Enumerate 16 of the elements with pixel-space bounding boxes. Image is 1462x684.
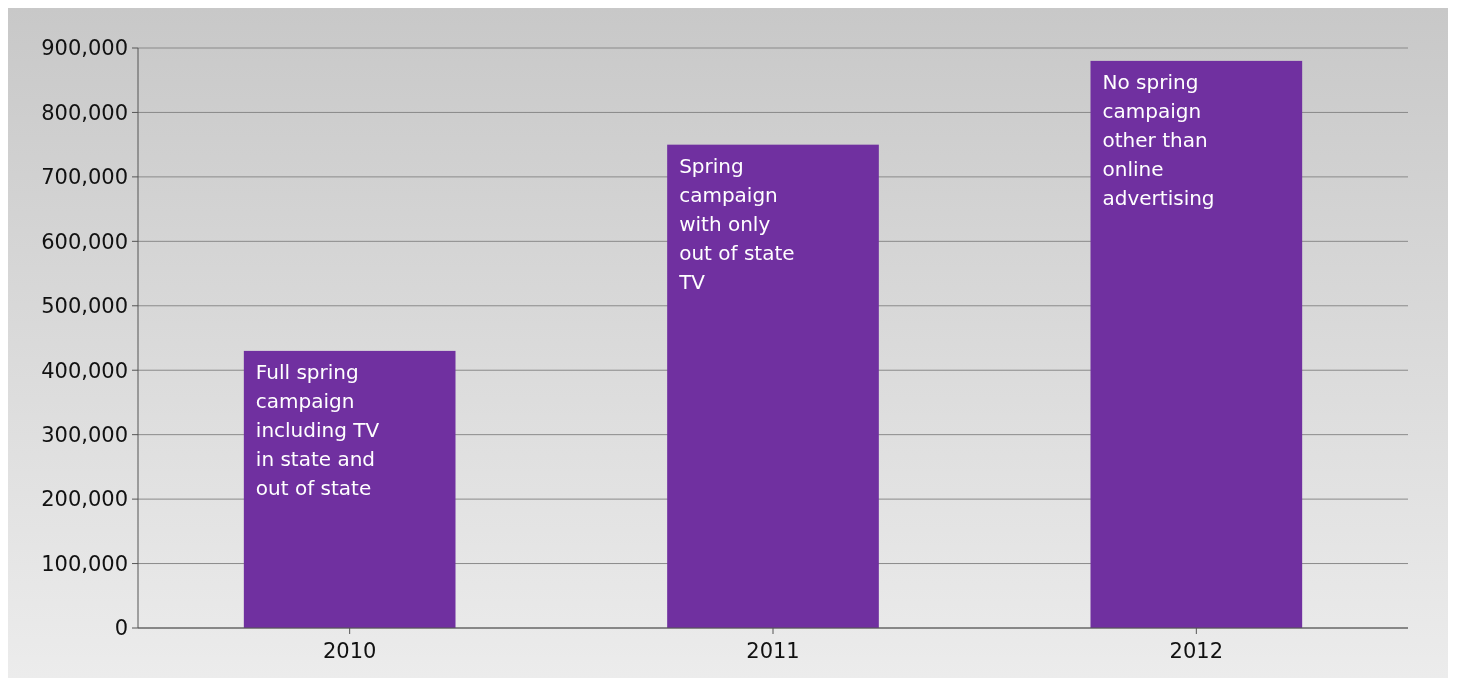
annotation: Full spring campaign including TV in state and out of state [255,359,380,500]
y-tick-label: 500,000 [41,294,128,319]
y-tick-label: 800,000 [41,100,128,125]
y-tick-label: 0 [114,616,128,641]
y-tick-label: 100,000 [41,551,128,576]
annotation: Spring campaign with only out of state TV [678,153,795,294]
y-tick-label: 700,000 [41,165,128,190]
y-tick-label: 400,000 [41,358,128,383]
y-tick-label: 200,000 [41,487,128,512]
y-tick-label: 300,000 [41,423,128,448]
annotation: No spring campaign other than online advertising [1102,69,1215,210]
y-tick-label: 600,000 [41,229,128,254]
x-tick-label: 2010 [322,639,377,663]
y-tick-label: 900,000 [41,36,128,61]
x-tick-label: 2011 [746,639,800,663]
x-tick-label: 2012 [1169,639,1224,663]
